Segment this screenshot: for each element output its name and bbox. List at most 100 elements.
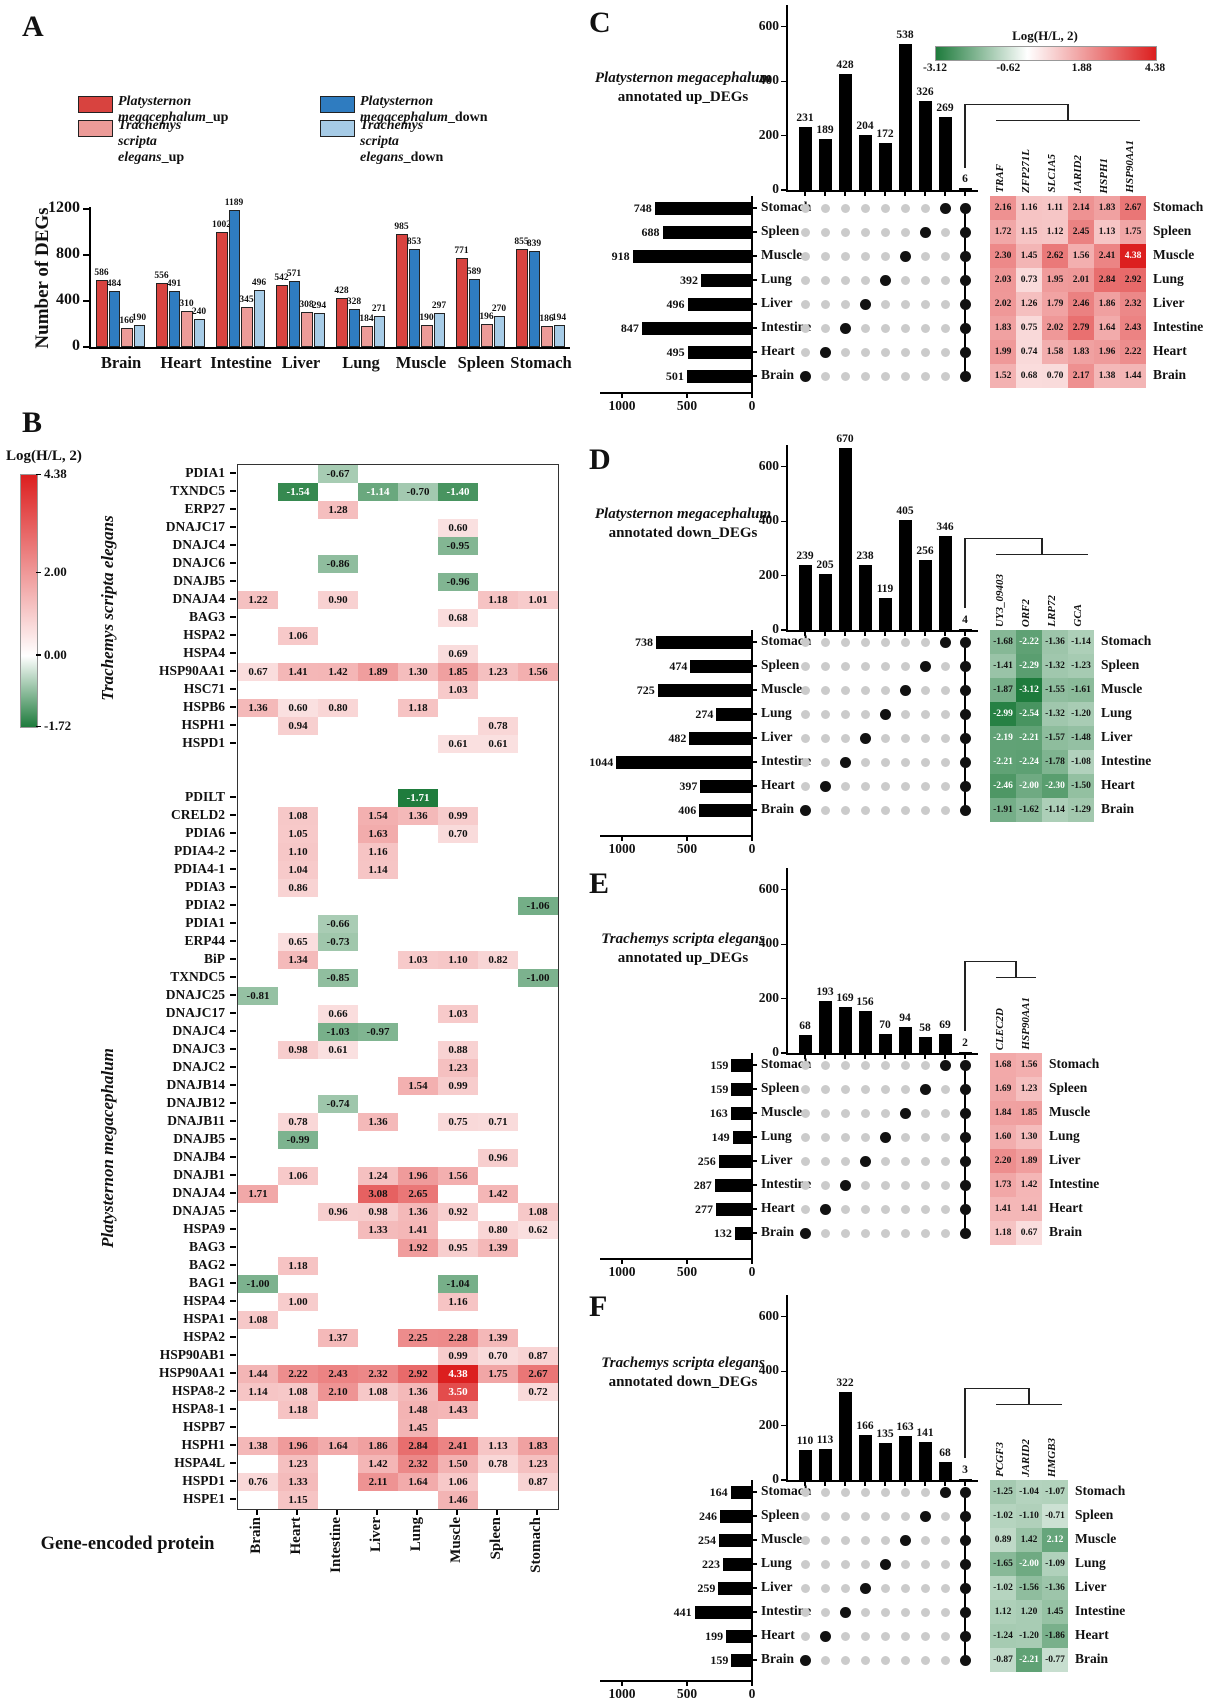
bar-Liver-4 [313, 313, 325, 347]
set-axis-tick [751, 1259, 753, 1264]
column-label-Stomach: Stomach [528, 1517, 544, 1573]
heat-cell-BiP-Lung: 1.03 [398, 951, 438, 969]
heat-cell-Spleen-HSPH1: 1.13 [1094, 220, 1120, 244]
matrix-dot-active [959, 274, 971, 286]
heat-cell-DNAJB5-Heart: -0.99 [278, 1131, 318, 1149]
heat-cell-ERP27-Intestine: 1.28 [318, 501, 358, 519]
heat-cell-Stomach-CLEC2D: 1.68 [990, 1053, 1016, 1077]
set-bar-Liver [689, 731, 752, 745]
gene-label: PDIA4-1 [174, 861, 225, 876]
column-label-Intestine: Intestine [328, 1517, 344, 1573]
row-tick [230, 598, 236, 600]
matrix-dot [800, 1631, 810, 1641]
gene-label: DNAJB12 [166, 1095, 225, 1110]
top-bar-7 [918, 1037, 932, 1053]
bar-Intestine-4 [253, 289, 265, 347]
row-tick [230, 832, 236, 834]
matrix-dot [900, 781, 910, 791]
heat-cell-DNAJB1-Muscle: 1.56 [438, 1167, 478, 1185]
colorbar-tick [36, 473, 41, 475]
row-tick [230, 868, 236, 870]
heat-cell-DNAJC25-Brain: -0.81 [238, 987, 278, 1005]
matrix-dot [820, 757, 830, 767]
set-bar-Lung [701, 273, 752, 287]
matrix-dot [880, 1060, 890, 1070]
matrix-dot [900, 1607, 910, 1617]
cluster-bracket-h1 [965, 961, 1016, 963]
heat-cell-HSPH1-Brain: 1.38 [238, 1437, 278, 1455]
set-axis-tick [621, 1681, 623, 1686]
set-bar-value: 223 [702, 1557, 720, 1571]
set-bar-Heart [726, 1629, 752, 1643]
matrix-dot [920, 275, 930, 285]
heat-cell-HSPA8-1-Lung: 1.48 [398, 1401, 438, 1419]
top-bar-value: 135 [876, 1428, 894, 1441]
top-y-axis-line [786, 5, 788, 191]
matrix-dot [800, 1511, 810, 1521]
heat-cell-Muscle-HSP90AA1: 4.38 [1120, 244, 1146, 268]
set-bar-value: 482 [668, 731, 687, 745]
heat-cell-DNAJC17-Muscle: 0.60 [438, 519, 478, 537]
heat-cell-Liver-JARID2: -1.56 [1016, 1576, 1042, 1600]
gene-label: TXNDC5 [170, 483, 225, 498]
bar-value: 194 [551, 312, 567, 323]
matrix-dot [800, 1084, 810, 1094]
set-bar-value: 1044 [589, 755, 614, 769]
matrix-dot-active [959, 780, 971, 792]
matrix-tissue-label-Heart: Heart [761, 343, 795, 358]
top-bar-tick [804, 191, 806, 196]
set-bar-Stomach [731, 1058, 752, 1072]
matrix-dot-active [959, 1606, 971, 1618]
heat-row-label-Lung: Lung [1153, 271, 1184, 286]
matrix-dot [800, 1156, 810, 1166]
matrix-dot [820, 323, 830, 333]
panel-title-line2: annotated down_DEGs [608, 525, 758, 541]
colorbar-gradient [20, 474, 38, 728]
heat-cell-Liver-HMGB3: -1.36 [1042, 1576, 1068, 1600]
gene-label: HSPA4 [183, 1293, 225, 1308]
bar-value: 1002 [212, 219, 231, 230]
heat-cell-HSPA4-Heart: 1.00 [278, 1293, 318, 1311]
heat-cell-DNAJA4-Brain: 1.71 [238, 1185, 278, 1203]
heat-row-label-Muscle: Muscle [1049, 1104, 1091, 1119]
bar-Muscle-3 [421, 325, 433, 347]
heat-row-label-Muscle: Muscle [1075, 1531, 1117, 1546]
heat-row-label-Spleen: Spleen [1153, 223, 1192, 238]
top-bar-value: 119 [876, 582, 894, 595]
legend-text: Trachemys scripta elegans [118, 118, 182, 165]
heat-cell-HSPA9-Spleen: 0.80 [478, 1221, 518, 1239]
heatmap-grid: -0.67 -1.54 -1.14 -0.70 -1.40 1.28 0.60 -0.95 -0… [237, 464, 559, 1510]
bar-value: 166 [119, 315, 134, 326]
heat-cell-DNAJC3-Muscle: 0.88 [438, 1041, 478, 1059]
set-row-tick [752, 713, 757, 715]
heat-cell-Brain-JARID2: -2.21 [1016, 1648, 1042, 1672]
row-tick [230, 1390, 236, 1392]
heat-cell-HSC71-Muscle: 1.03 [438, 681, 478, 699]
heat-cell-Muscle-JARID2: 1.56 [1068, 244, 1094, 268]
top-bar-value: 346 [936, 520, 954, 533]
heat-cell-HSPE1-Heart: 1.15 [278, 1491, 318, 1509]
heat-row-label-Heart: Heart [1075, 1627, 1109, 1642]
set-axis-tick-label: 0 [748, 1686, 756, 1698]
panel-c: C Platysternon megacephalum annotated up_… [575, 0, 1213, 413]
x-category-label: Muscle [395, 353, 447, 372]
set-bar-Liver [718, 1581, 752, 1595]
set-bar-Muscle [632, 249, 752, 263]
matrix-dot [900, 323, 910, 333]
matrix-dot [920, 733, 930, 743]
matrix-dot [920, 1132, 930, 1142]
set-bar-value: 406 [678, 803, 697, 817]
cluster-bracket-h2 [996, 1404, 1062, 1406]
matrix-dot [860, 227, 870, 237]
matrix-dot-active [859, 1582, 871, 1594]
gene-label: DNAJC17 [165, 519, 225, 534]
matrix-dot [800, 1132, 810, 1142]
set-row-tick [752, 375, 757, 377]
row-tick [230, 742, 236, 744]
heat-cell-Lung-CLEC2D: 1.60 [990, 1125, 1016, 1149]
heat-cell-Heart-UY3_09403: -2.46 [990, 774, 1016, 798]
set-bar-Spleen [720, 1509, 752, 1523]
heat-cell-PDIA4-2-Heart: 1.10 [278, 843, 318, 861]
top-bar-8 [938, 1461, 952, 1480]
set-row-tick [752, 1112, 757, 1114]
